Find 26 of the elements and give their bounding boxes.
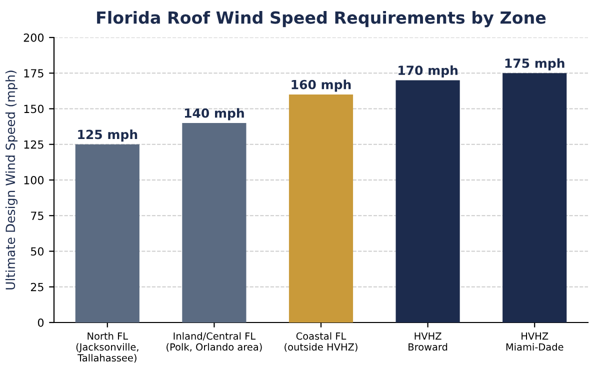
y-tick-label: 150 (24, 104, 44, 114)
x-tick-label: HVHZ Miami-Dade (506, 332, 564, 351)
y-tick-label: 100 (24, 176, 44, 184)
bar (502, 73, 567, 322)
y-axis-title: Ultimate Design Wind Speed (mph) (5, 70, 18, 290)
y-tick-label: 75 (31, 212, 44, 220)
data-label: 175 mph (505, 58, 564, 70)
bar (396, 80, 460, 322)
y-tick-label: 50 (30, 247, 44, 256)
x-tick-label: HVHZ Broward (408, 332, 448, 351)
x-tick-label: Coastal FL (outside HVHZ) (284, 332, 358, 352)
x-tick-label: Inland/Central FL (Polk, Orlando area) (166, 332, 262, 352)
y-tick-label: 200 (24, 33, 44, 42)
data-label: 140 mph (184, 108, 244, 120)
bar (182, 123, 246, 322)
x-tick-label: North FL (Jacksonville, Tallahassee) (76, 332, 138, 363)
chart-title: Florida Roof Wind Speed Requirements by Zone (97, 10, 546, 28)
bar (288, 94, 354, 322)
y-tick-label: 25 (30, 282, 44, 292)
y-tick-label: 0 (38, 318, 44, 327)
y-tick-label: 125 (24, 140, 44, 149)
y-tick-label: 175 (24, 69, 44, 78)
data-label: 125 mph (78, 130, 138, 142)
data-label: 160 mph (292, 80, 351, 92)
bar (75, 144, 140, 322)
data-label: 170 mph (398, 65, 458, 78)
